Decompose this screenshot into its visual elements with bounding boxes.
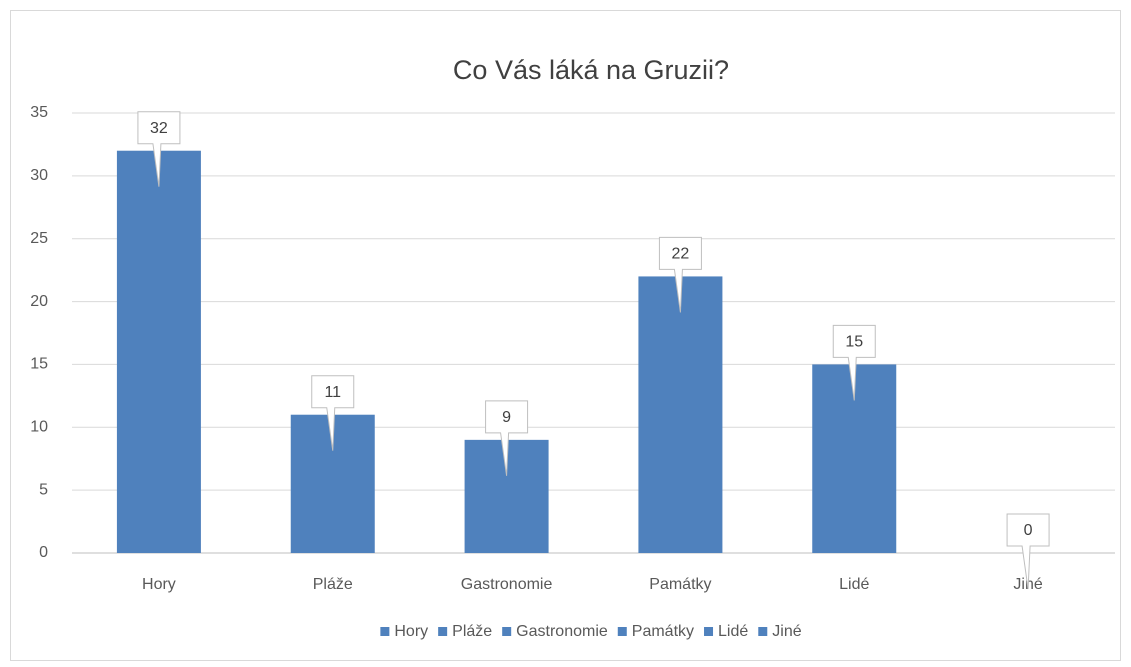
legend-label: Hory bbox=[394, 623, 428, 640]
y-tick-label: 30 bbox=[30, 167, 48, 184]
bar bbox=[116, 150, 201, 553]
x-tick-label: Hory bbox=[142, 576, 176, 593]
data-label-callout bbox=[832, 324, 876, 401]
data-label: 32 bbox=[150, 120, 168, 137]
bar bbox=[638, 276, 723, 553]
data-label-callout bbox=[311, 375, 355, 451]
y-tick-label: 5 bbox=[39, 481, 48, 498]
data-label: 9 bbox=[502, 409, 511, 426]
y-tick-label: 35 bbox=[30, 104, 48, 121]
x-tick-label: Lidé bbox=[839, 576, 869, 593]
y-tick-label: 20 bbox=[30, 293, 48, 310]
x-tick-label: Gastronomie bbox=[461, 576, 553, 593]
legend-swatch bbox=[380, 627, 390, 636]
x-tick-label: Pláže bbox=[313, 576, 353, 593]
y-tick-label: 15 bbox=[30, 356, 48, 373]
legend-swatch bbox=[438, 627, 448, 636]
legend-label: Lidé bbox=[718, 623, 748, 640]
data-label-callout bbox=[658, 236, 702, 313]
chart-title: Co Vás láká na Gruzii? bbox=[453, 55, 729, 85]
legend-swatch bbox=[617, 627, 627, 636]
x-tick-label: Památky bbox=[649, 576, 711, 593]
legend-swatch bbox=[758, 627, 768, 636]
y-tick-label: 10 bbox=[30, 419, 48, 436]
y-tick-label: 25 bbox=[30, 230, 48, 247]
legend-swatch bbox=[704, 627, 714, 636]
legend-swatch bbox=[502, 627, 512, 636]
y-tick-label: 0 bbox=[39, 544, 48, 561]
data-label-callout bbox=[137, 111, 181, 187]
data-label: 15 bbox=[845, 334, 863, 351]
data-label: 0 bbox=[1024, 522, 1033, 539]
data-label: 11 bbox=[324, 384, 341, 401]
legend-label: Památky bbox=[632, 623, 694, 640]
legend-label: Pláže bbox=[452, 623, 492, 640]
legend-label: Gastronomie bbox=[516, 623, 608, 640]
data-label-callout bbox=[1006, 513, 1050, 590]
data-label: 22 bbox=[672, 246, 690, 263]
legend-label: Jiné bbox=[772, 623, 801, 640]
data-label-callout bbox=[485, 400, 529, 476]
